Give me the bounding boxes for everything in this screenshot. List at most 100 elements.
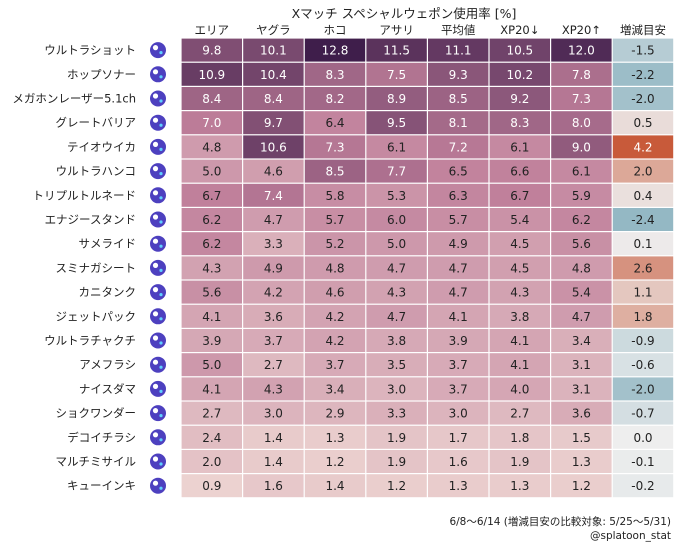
heat-cell [304, 208, 366, 231]
cell-value: 4.7 [387, 261, 406, 275]
change-cell [612, 377, 674, 401]
heat-cell [181, 135, 242, 159]
heat-cell [181, 87, 242, 110]
heat-cell [304, 159, 366, 183]
change-value: -2.2 [631, 68, 654, 82]
heat-cell [181, 159, 242, 183]
cell-value: 3.0 [387, 382, 406, 396]
heat-cell [243, 87, 304, 110]
heat-cell [428, 425, 489, 449]
change-value: -0.6 [631, 358, 654, 372]
cell-value: 5.0 [202, 165, 221, 179]
cell-value: 3.8 [510, 310, 529, 324]
inkstorm-icon [150, 356, 166, 373]
heat-cell [181, 377, 242, 401]
heat-cell [181, 280, 242, 304]
change-value: 0.4 [633, 189, 652, 203]
cell-value: 5.4 [572, 286, 591, 300]
change-cell [612, 353, 674, 377]
cell-value: 5.4 [510, 213, 529, 227]
cell-value: 3.7 [449, 358, 468, 372]
cell-value: 8.5 [325, 165, 344, 179]
heat-cell [366, 135, 427, 159]
cell-value: 8.4 [202, 92, 221, 106]
heat-cell [243, 111, 304, 135]
cell-value: 4.7 [449, 261, 468, 275]
heat-cell [181, 353, 242, 377]
change-value: 0.0 [633, 431, 652, 445]
heat-cell [489, 304, 550, 328]
heat-cell [551, 38, 612, 62]
row-label: ウルトラチャクチ [44, 334, 136, 348]
heat-cell [428, 111, 489, 135]
heat-cell [304, 183, 366, 207]
cell-value: 1.9 [387, 431, 406, 445]
change-value: 1.1 [633, 286, 652, 300]
cell-value: 6.6 [510, 165, 529, 179]
change-cell [612, 87, 674, 110]
cell-value: 4.5 [510, 261, 529, 275]
heat-cell [551, 377, 612, 401]
change-value: -0.1 [631, 455, 654, 469]
ink-vac-icon [150, 477, 166, 494]
cell-value: 1.9 [387, 455, 406, 469]
cell-value: 8.3 [510, 116, 529, 130]
cell-value: 6.1 [572, 165, 591, 179]
row-label: アメフラシ [79, 358, 136, 372]
heat-cell [243, 256, 304, 280]
heat-cell [366, 232, 427, 256]
row-label: カニタンク [79, 285, 137, 299]
cell-value: 4.9 [449, 237, 468, 251]
tenta-missiles-icon [150, 453, 166, 470]
cell-value: 11.1 [445, 44, 472, 58]
footer-period: 6/8〜6/14 (増減目安の比較対象: 5/25〜5/31) [449, 516, 671, 528]
cell-value: 5.9 [572, 189, 591, 203]
cell-value: 8.2 [325, 92, 344, 106]
cell-value: 6.1 [510, 140, 529, 154]
cell-value: 2.7 [202, 407, 221, 421]
ultra-stamp-icon [150, 163, 166, 180]
heat-cell [489, 232, 550, 256]
cell-value: 3.9 [202, 334, 221, 348]
heat-cell [428, 232, 489, 256]
cell-value: 5.7 [325, 213, 344, 227]
row-label: グレートバリア [56, 116, 137, 130]
cell-value: 4.7 [264, 213, 283, 227]
cell-value: 3.6 [572, 407, 591, 421]
cell-value: 9.2 [510, 92, 529, 106]
heat-cell [489, 450, 550, 473]
row-label: スミナガシート [56, 261, 137, 275]
cell-value: 7.4 [264, 189, 283, 203]
cell-value: 8.1 [449, 116, 468, 130]
reefslider-icon [150, 235, 166, 252]
cell-value: 4.2 [325, 310, 344, 324]
row-label: デコイチラシ [67, 430, 136, 444]
cell-value: 3.4 [325, 382, 344, 396]
cell-value: 1.3 [325, 431, 344, 445]
heat-cell [428, 38, 489, 62]
heat-cell [428, 450, 489, 473]
cell-value: 12.0 [568, 44, 595, 58]
cell-value: 5.2 [325, 237, 344, 251]
heat-cell [304, 280, 366, 304]
cell-value: 3.3 [264, 237, 283, 251]
cell-value: 6.2 [202, 213, 221, 227]
cell-value: 5.8 [325, 189, 344, 203]
heat-cell [366, 62, 427, 86]
heat-cell [489, 353, 550, 377]
cell-value: 2.9 [325, 407, 344, 421]
cell-value: 2.7 [264, 358, 283, 372]
row-label: マルチミサイル [56, 455, 137, 469]
cell-value: 9.5 [387, 116, 406, 130]
heat-cell [366, 304, 427, 328]
cell-value: 1.2 [572, 479, 591, 493]
heat-cell [304, 38, 366, 62]
heat-cell [551, 401, 612, 425]
cell-value: 3.4 [572, 334, 591, 348]
footer-credit: @splatoon_stat [590, 530, 671, 542]
heat-cell [489, 425, 550, 449]
change-value: 0.1 [633, 237, 652, 251]
change-value: 2.0 [633, 165, 652, 179]
cell-value: 3.7 [449, 382, 468, 396]
heat-cell [243, 135, 304, 159]
